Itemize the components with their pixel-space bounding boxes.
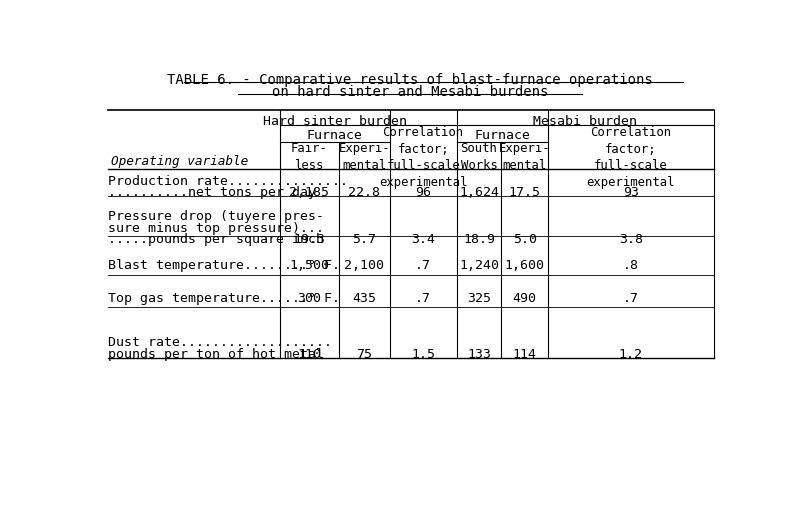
Text: .8: .8 — [623, 260, 639, 272]
Text: 3.4: 3.4 — [411, 233, 435, 246]
Text: Mesabi burden: Mesabi burden — [533, 115, 637, 128]
Text: 490: 490 — [513, 292, 537, 305]
Text: 300: 300 — [298, 292, 322, 305]
Text: Correlation
factor;
full-scale
experimental: Correlation factor; full-scale experimen… — [379, 126, 467, 189]
Text: .7: .7 — [415, 292, 431, 305]
Text: 1.2: 1.2 — [619, 348, 643, 361]
Text: Correlation
factor;
full-scale
experimental: Correlation factor; full-scale experimen… — [586, 126, 675, 189]
Text: 75: 75 — [356, 348, 372, 361]
Text: .....pounds per square inch: .....pounds per square inch — [108, 233, 324, 246]
Text: 96: 96 — [415, 186, 431, 200]
Text: 110: 110 — [298, 348, 322, 361]
Text: Production rate...............: Production rate............... — [108, 174, 348, 188]
Text: 1,500: 1,500 — [290, 260, 330, 272]
Text: ..........net tons per day: ..........net tons per day — [108, 186, 316, 200]
Text: TABLE 6. - Comparative results of blast-furnace operations: TABLE 6. - Comparative results of blast-… — [167, 73, 653, 87]
Text: Pressure drop (tuyere pres-: Pressure drop (tuyere pres- — [108, 210, 324, 223]
Text: .7: .7 — [415, 260, 431, 272]
Text: Operating variable: Operating variable — [111, 155, 248, 168]
Text: Experi-
mental: Experi- mental — [499, 143, 550, 172]
Text: 1.5: 1.5 — [411, 348, 435, 361]
Text: on hard sinter and Mesabi burdens: on hard sinter and Mesabi burdens — [272, 86, 548, 99]
Text: pounds per ton of hot metal: pounds per ton of hot metal — [108, 348, 324, 361]
Text: Dust rate...................: Dust rate................... — [108, 336, 332, 350]
Text: Furnace: Furnace — [307, 129, 363, 142]
Text: Blast temperature........° F.: Blast temperature........° F. — [108, 260, 340, 272]
Text: sure minus top pressure)...: sure minus top pressure)... — [108, 222, 324, 235]
Text: Furnace: Furnace — [474, 129, 530, 142]
Text: 5.0: 5.0 — [513, 233, 537, 246]
Text: 5.7: 5.7 — [352, 233, 376, 246]
Text: 1,624: 1,624 — [459, 186, 499, 200]
Text: 133: 133 — [467, 348, 491, 361]
Text: 114: 114 — [513, 348, 537, 361]
Text: 17.5: 17.5 — [509, 186, 541, 200]
Text: Hard sinter burden: Hard sinter burden — [263, 115, 407, 128]
Text: 18.9: 18.9 — [463, 233, 495, 246]
Text: South
Works: South Works — [461, 143, 498, 172]
Text: 2,185: 2,185 — [290, 186, 330, 200]
Text: 93: 93 — [623, 186, 639, 200]
Text: Fair-
less: Fair- less — [291, 143, 328, 172]
Text: 3.8: 3.8 — [619, 233, 643, 246]
Text: Top gas temperature......° F.: Top gas temperature......° F. — [108, 292, 340, 305]
Text: 1,240: 1,240 — [459, 260, 499, 272]
Text: 2,100: 2,100 — [344, 260, 384, 272]
Text: .7: .7 — [623, 292, 639, 305]
Text: 1,600: 1,600 — [505, 260, 545, 272]
Text: 435: 435 — [352, 292, 376, 305]
Text: 325: 325 — [467, 292, 491, 305]
Text: Experi-
mental: Experi- mental — [338, 143, 390, 172]
Text: 22.8: 22.8 — [348, 186, 380, 200]
Text: 19.3: 19.3 — [294, 233, 326, 246]
